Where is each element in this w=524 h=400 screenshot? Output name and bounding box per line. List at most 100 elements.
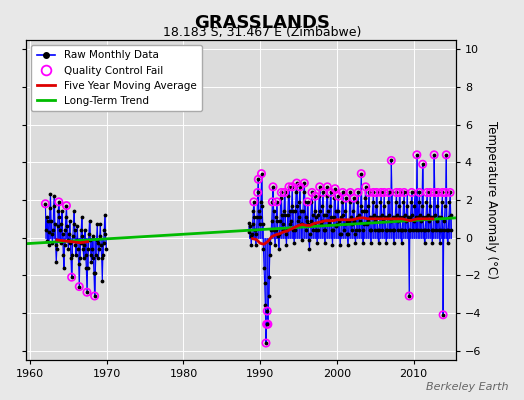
Point <box>435 240 444 246</box>
Point <box>368 199 377 205</box>
Point <box>50 193 59 200</box>
Point <box>332 208 340 214</box>
Point <box>399 214 407 220</box>
Point <box>361 195 369 201</box>
Point <box>423 189 431 196</box>
Point <box>367 240 375 246</box>
Point <box>81 251 90 258</box>
Point <box>326 189 335 196</box>
Point <box>438 189 446 196</box>
Point <box>42 227 50 233</box>
Point <box>98 278 106 284</box>
Point <box>323 193 331 200</box>
Point <box>278 212 286 218</box>
Point <box>426 189 434 196</box>
Point <box>383 227 391 233</box>
Point <box>77 227 85 233</box>
Point <box>262 340 270 346</box>
Point <box>289 227 298 233</box>
Point <box>261 302 269 309</box>
Point <box>422 199 431 205</box>
Point <box>409 218 418 224</box>
Point <box>268 199 277 205</box>
Point <box>307 199 315 205</box>
Point <box>401 227 410 233</box>
Point <box>434 189 442 196</box>
Point <box>387 157 396 164</box>
Point <box>95 246 103 252</box>
Point <box>71 242 80 248</box>
Point <box>311 193 320 200</box>
Point <box>80 242 89 248</box>
Point <box>428 227 436 233</box>
Point <box>410 202 419 209</box>
Point <box>371 218 379 224</box>
Point <box>319 189 327 196</box>
Point <box>58 208 66 214</box>
Point <box>430 152 439 158</box>
Point <box>388 214 397 220</box>
Point <box>373 189 381 196</box>
Point <box>396 189 404 196</box>
Point <box>291 227 299 233</box>
Point <box>364 218 372 224</box>
Point <box>446 189 454 196</box>
Point <box>94 255 103 262</box>
Point <box>387 218 395 224</box>
Point <box>409 227 417 233</box>
Point <box>343 231 352 237</box>
Point <box>89 255 97 262</box>
Point <box>423 189 431 196</box>
Point <box>271 227 280 233</box>
Point <box>60 264 68 271</box>
Point <box>422 214 430 220</box>
Point <box>369 189 378 196</box>
Point <box>438 189 446 196</box>
Point <box>305 246 314 252</box>
Point <box>264 321 272 328</box>
Point <box>46 204 54 211</box>
Point <box>377 189 385 196</box>
Point <box>381 227 390 233</box>
Point <box>289 208 297 214</box>
Point <box>74 261 83 267</box>
Point <box>91 293 99 299</box>
Point <box>351 231 359 237</box>
Point <box>75 283 83 290</box>
Point <box>99 251 107 258</box>
Point <box>333 221 341 228</box>
Point <box>257 170 266 177</box>
Point <box>440 227 448 233</box>
Point <box>279 221 288 228</box>
Point <box>47 218 56 224</box>
Point <box>264 293 272 299</box>
Point <box>62 214 70 220</box>
Point <box>299 208 307 214</box>
Point <box>425 218 433 224</box>
Point <box>66 218 74 224</box>
Point <box>424 227 433 233</box>
Point <box>342 218 351 224</box>
Point <box>348 221 356 228</box>
Point <box>420 227 428 233</box>
Point <box>49 227 57 233</box>
Point <box>78 232 86 239</box>
Point <box>419 161 427 168</box>
Point <box>314 212 323 218</box>
Point <box>76 255 84 262</box>
Point <box>92 251 100 258</box>
Point <box>399 199 408 205</box>
Point <box>337 214 346 220</box>
Point <box>77 240 85 246</box>
Point <box>344 242 352 248</box>
Point <box>415 189 423 196</box>
Point <box>376 199 385 205</box>
Point <box>330 195 339 201</box>
Point <box>385 212 394 218</box>
Point <box>286 221 294 228</box>
Point <box>328 227 336 233</box>
Point <box>426 189 434 196</box>
Point <box>441 189 450 196</box>
Point <box>362 184 370 190</box>
Point <box>95 232 104 239</box>
